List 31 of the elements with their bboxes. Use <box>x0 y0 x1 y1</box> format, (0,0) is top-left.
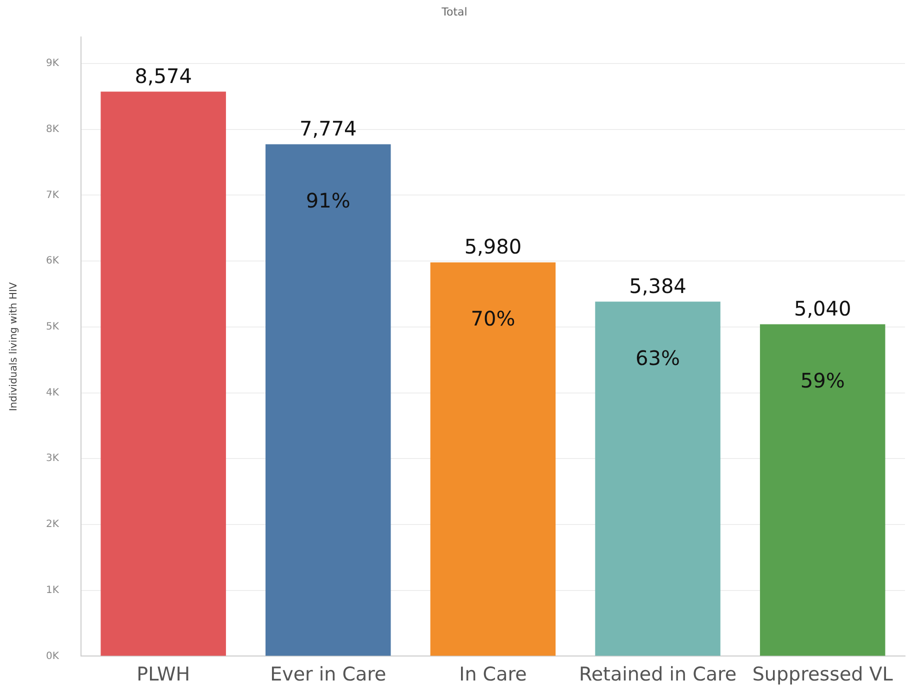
y-axis-title: Individuals living with HIV <box>8 282 20 412</box>
data-label: 8,574 <box>134 64 192 88</box>
data-label: 5,980 <box>464 234 522 259</box>
x-tick-label: Suppressed VL <box>752 664 894 686</box>
y-tick-label: 7K <box>46 190 60 201</box>
annotation: 63% <box>636 346 680 370</box>
bar <box>266 144 391 656</box>
y-tick-label: 4K <box>46 387 60 398</box>
bar <box>100 92 226 656</box>
x-tick-label: Retained in Care <box>578 664 737 686</box>
chart-title: Total <box>440 5 468 18</box>
y-tick-label: 0K <box>46 650 60 662</box>
data-label: 7,774 <box>300 116 357 140</box>
x-tick-label: In Care <box>459 664 527 686</box>
bar <box>760 324 886 656</box>
data-label: 5,384 <box>629 274 686 298</box>
annotation: 70% <box>470 306 516 331</box>
data-label: 5,040 <box>794 296 852 321</box>
x-tick-label: PLWH <box>136 664 190 686</box>
y-tick-label: 5K <box>46 322 60 333</box>
y-tick-label: 2K <box>46 519 60 530</box>
y-tick-label: 1K <box>46 584 60 596</box>
y-tick-label: 8K <box>46 124 60 135</box>
bar <box>430 262 556 656</box>
x-tick-label: Ever in Care <box>270 664 386 686</box>
annotation: 59% <box>800 368 845 393</box>
y-tick-label: 3K <box>46 453 60 464</box>
y-tick-label: 6K <box>46 256 60 267</box>
annotation: 91% <box>306 188 350 212</box>
bar <box>595 302 720 656</box>
y-tick-label: 9K <box>46 58 60 70</box>
